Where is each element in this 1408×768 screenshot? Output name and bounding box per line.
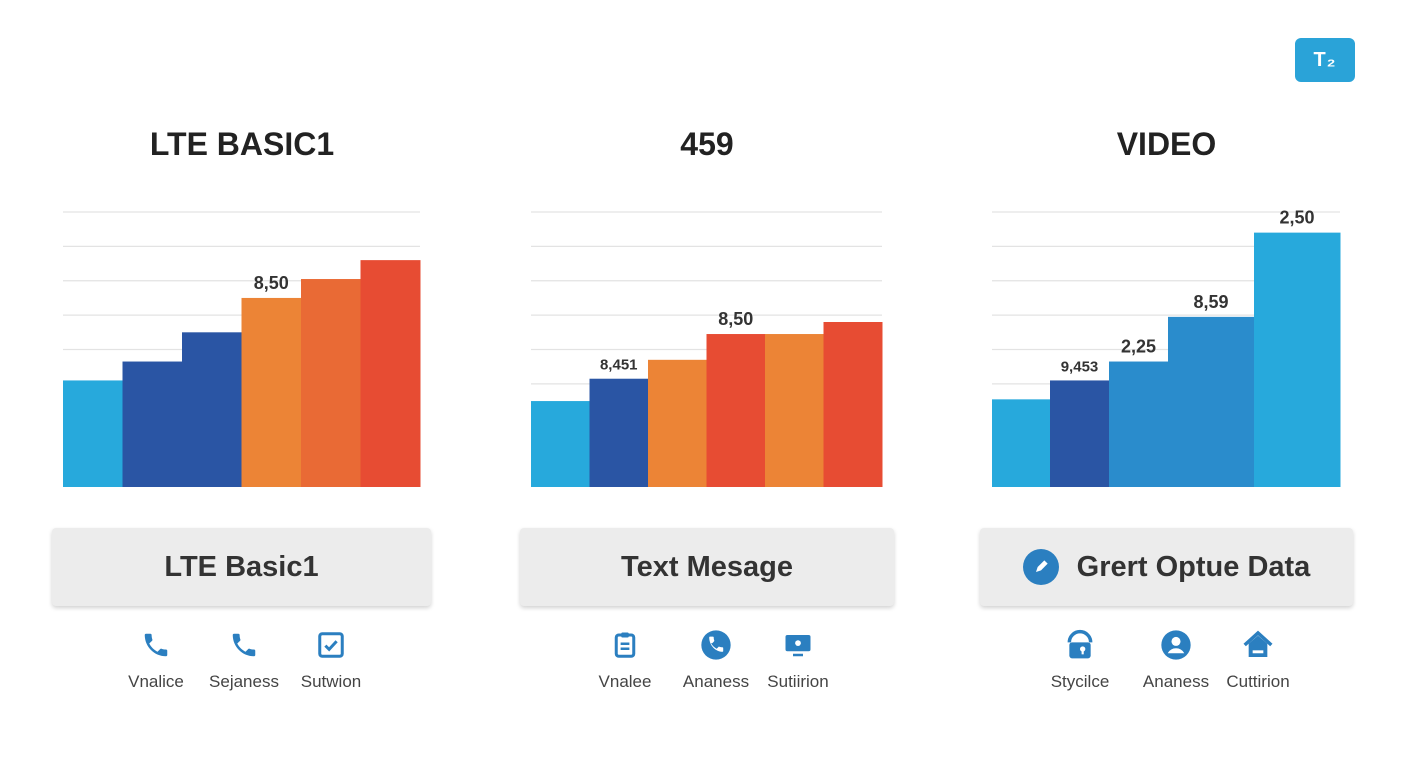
- bar-data-label: 2,50: [1279, 208, 1314, 228]
- feature-label: Ananess: [682, 672, 750, 691]
- feature-item[interactable]: Ananess: [1126, 628, 1226, 692]
- feature-item[interactable]: Vnalice: [106, 628, 206, 692]
- bar: [992, 399, 1051, 487]
- plan-label-text: Text Mesage: [621, 550, 793, 583]
- plan-label-button[interactable]: Grert Optue Data: [980, 528, 1353, 606]
- bar: [706, 334, 766, 487]
- bar-chart: 9,453 2,25 8,59 2,50: [992, 208, 1341, 487]
- bar: [63, 380, 123, 487]
- bar: [301, 279, 361, 487]
- feature-item[interactable]: Ananess: [666, 628, 766, 692]
- bar: [1109, 361, 1169, 487]
- chart-title: LTE BASIC1: [149, 126, 335, 162]
- bar-data-label: 8,451: [600, 357, 638, 374]
- plan-label-button[interactable]: LTE Basic1: [52, 528, 431, 606]
- feature-list: Stycilce Ananess Cuttirion: [980, 628, 1353, 698]
- phone-icon: [227, 628, 261, 662]
- feature-item[interactable]: Sutiirion: [748, 628, 848, 692]
- bar-data-label: 8,50: [718, 309, 753, 329]
- bar: [1050, 380, 1110, 487]
- bar-data-label: 9,453: [1061, 358, 1099, 375]
- bar: [1254, 232, 1341, 487]
- bar: [360, 260, 421, 487]
- phone-icon: [139, 628, 173, 662]
- bar: [648, 359, 707, 487]
- feature-list: Vnalice Sejaness Sutwion: [52, 628, 432, 698]
- feature-label: Vnalice: [128, 672, 184, 691]
- bar: [589, 378, 649, 487]
- feature-label: Sejaness: [209, 672, 279, 691]
- feature-label: Cuttirion: [1226, 672, 1290, 691]
- bar: [241, 297, 302, 487]
- bar: [1168, 316, 1255, 487]
- home-icon: [1241, 628, 1275, 662]
- feature-item[interactable]: Vnalee: [575, 628, 675, 692]
- bar: [531, 401, 590, 487]
- plan-panel-lte-basic: LTE BASIC1 8,50 LTE Basic1 Vnalice Sejan…: [52, 0, 432, 768]
- feature-item[interactable]: Stycilce: [1030, 628, 1130, 692]
- bar-data-label: 8,50: [254, 273, 289, 293]
- bar-chart: 8,451 8,50: [531, 211, 883, 487]
- bar-data-label: 8,59: [1193, 292, 1228, 312]
- feature-list: Vnalee Ananess Sutiirion: [520, 628, 894, 698]
- user-circle-icon: [1159, 628, 1193, 662]
- plan-label-button[interactable]: Text Mesage: [520, 528, 894, 606]
- feature-label: Ananess: [1142, 672, 1210, 691]
- feature-label: Sutwion: [300, 672, 362, 691]
- chart-title: VIDEO: [1116, 126, 1217, 162]
- clipboard-icon: [608, 628, 642, 662]
- bar-chart: 8,50: [63, 211, 421, 487]
- edit-circle-icon: [1022, 549, 1059, 585]
- bar: [182, 332, 242, 487]
- checkbox-icon: [314, 628, 348, 662]
- plan-label-text: Grert Optue Data: [1076, 550, 1311, 583]
- brand-logo: T₂: [1295, 38, 1355, 82]
- bar: [765, 334, 824, 487]
- feature-label: Vnalee: [598, 672, 652, 691]
- feature-item[interactable]: Sutwion: [281, 628, 381, 692]
- bar-data-label: 2,25: [1121, 337, 1156, 357]
- feature-label: Stycilce: [1050, 672, 1110, 691]
- feature-item[interactable]: Sejaness: [194, 628, 294, 692]
- phone-circle-icon: [699, 628, 733, 662]
- feature-item[interactable]: Cuttirion: [1208, 628, 1308, 692]
- plan-label-text: LTE Basic1: [164, 550, 319, 583]
- monitor-icon: [781, 628, 815, 662]
- feature-label: Sutiirion: [767, 672, 829, 691]
- lock-icon: [1063, 628, 1097, 662]
- chart-title: 459: [680, 126, 734, 162]
- bar: [122, 361, 183, 487]
- bar: [823, 322, 883, 487]
- plan-panel-text-message: 459 8,451 8,50 Text Mesage Vnalee Ananess…: [520, 0, 894, 768]
- plan-panel-video: VIDEO 9,453 2,25 8,59 2,50 Grert Optue Data…: [980, 0, 1353, 768]
